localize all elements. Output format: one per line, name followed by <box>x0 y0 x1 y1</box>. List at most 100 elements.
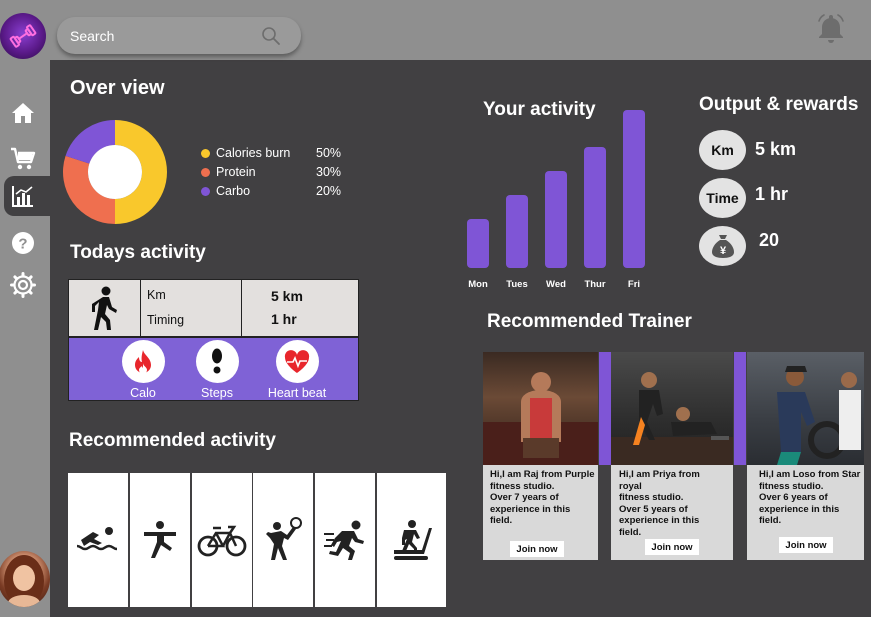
reward-km-value: 5 km <box>755 139 797 159</box>
pie-slice-carbo <box>65 120 115 164</box>
timing-label: Timing <box>147 313 185 327</box>
pie-slice-protein <box>62 155 115 224</box>
legend-value: 30% <box>316 165 342 179</box>
pie-slice-calories-burn <box>115 120 167 224</box>
legend-calories: Calories burn 50% <box>201 146 341 160</box>
km-value: 5 km <box>271 288 303 304</box>
legend-dot <box>201 187 210 197</box>
settings-icon[interactable] <box>9 271 37 299</box>
desc-line: Over 7 years of <box>490 492 559 503</box>
legend-value: 50% <box>316 146 342 160</box>
footsteps-icon <box>195 340 239 383</box>
desc-line: field. <box>490 515 513 526</box>
cycling-icon <box>197 525 247 557</box>
legend-label: Calories burn <box>216 146 291 160</box>
trainer-card-raj[interactable]: Hi,I am Raj from Purple fitness studio. … <box>483 352 598 560</box>
home-icon[interactable] <box>9 99 37 127</box>
join-now-button[interactable]: Join now <box>510 541 564 557</box>
tennis-icon <box>266 517 302 560</box>
trainer-description: Hi,I am Priya from royal fitness studio.… <box>619 469 700 538</box>
desc-line: fitness studio. <box>759 480 824 492</box>
running-icon <box>324 520 364 560</box>
legend-label: Protein <box>216 165 256 179</box>
legend-label: Carbo <box>216 184 251 198</box>
flame-icon <box>121 340 165 383</box>
metric-calo[interactable]: Calo <box>103 340 183 400</box>
heartbeat-icon <box>275 340 319 383</box>
legend-protein: Protein 30% <box>201 165 341 179</box>
stretching-icon <box>144 521 176 558</box>
user-avatar[interactable] <box>0 551 50 607</box>
trainer-photo <box>483 352 598 465</box>
money-bag-icon: ¥ <box>699 226 746 266</box>
sidebar <box>0 0 50 617</box>
desc-line: experience in this <box>490 503 571 515</box>
bar-label-wed: Wed <box>546 279 566 290</box>
reward-time-value: 1 hr <box>755 184 789 204</box>
reward-time-badge: Time <box>699 178 746 218</box>
desc-line: royal <box>619 480 642 492</box>
todays-activity-metrics: Calo Steps Heart beat <box>68 337 359 401</box>
activity-card-swimming[interactable] <box>68 473 128 607</box>
bar-fri <box>623 110 645 268</box>
svg-text:?: ? <box>18 236 27 253</box>
desc-line: fitness studio. <box>619 492 684 503</box>
desc-line: Hi,I am Raj from Purple <box>490 469 595 480</box>
help-icon[interactable]: ? <box>9 229 37 257</box>
activity-card-stretching[interactable] <box>130 473 190 607</box>
legend-dot <box>201 168 210 178</box>
swimming-icon <box>76 527 118 551</box>
metric-label: Calo <box>130 386 156 400</box>
todays-activity-title: Todays activity <box>70 242 206 263</box>
metric-steps[interactable]: Steps <box>177 340 257 400</box>
bar-label-mon: Mon <box>468 279 488 290</box>
legend-dot <box>201 149 210 159</box>
activity-card-treadmill[interactable] <box>377 473 446 607</box>
todays-activity-table: Km 5 km Timing 1 hr <box>68 279 359 337</box>
bar-label-tues: Tues <box>506 279 528 290</box>
activity-card-tennis[interactable] <box>253 473 313 607</box>
desc-line: field. <box>619 526 642 538</box>
bell-icon[interactable] <box>813 11 849 52</box>
bar-thur <box>584 146 606 268</box>
metric-heart-beat[interactable]: Heart beat <box>257 340 337 400</box>
trainer-description: Hi,I am Raj from Purple fitness studio. … <box>490 469 595 527</box>
chart-icon[interactable] <box>9 182 37 210</box>
trainer-card-priya[interactable]: Hi,I am Priya from royal fitness studio.… <box>611 352 733 560</box>
desc-line: Hi,I am Priya from <box>619 469 700 480</box>
metric-label: Heart beat <box>267 386 327 400</box>
your-activity-title: Your activity <box>483 99 596 120</box>
cart-icon[interactable] <box>9 144 37 172</box>
join-now-button[interactable]: Join now <box>779 537 833 553</box>
legend-value: 20% <box>316 184 342 198</box>
search-input[interactable]: Search <box>70 28 115 44</box>
metric-label: Steps <box>201 386 233 400</box>
km-label: Km <box>147 288 166 302</box>
app-logo[interactable] <box>0 13 46 59</box>
trainer-photo <box>747 352 864 465</box>
trainer-description: Hi,I am Loso from Star fitness studio. O… <box>759 469 860 527</box>
bar-mon <box>467 219 489 268</box>
search-icon[interactable] <box>261 26 281 51</box>
desc-line: field. <box>759 515 782 526</box>
activity-card-running[interactable] <box>315 473 375 607</box>
bar-wed <box>545 170 567 268</box>
join-now-button[interactable]: Join now <box>645 539 699 555</box>
legend-carbo: Carbo 20% <box>201 184 341 198</box>
reward-coin-value: 20 <box>759 230 780 250</box>
desc-line: fitness studio. <box>490 480 555 492</box>
dumbbell-icon <box>9 24 37 48</box>
reward-km-badge: Km <box>699 130 746 170</box>
table-divider <box>241 280 242 336</box>
overview-title: Over view <box>70 77 165 99</box>
treadmill-icon <box>393 520 432 560</box>
desc-line: experience in this <box>619 515 700 526</box>
recommended-trainer-title: Recommended Trainer <box>487 311 692 332</box>
trainer-card-loso[interactable]: Hi,I am Loso from Star fitness studio. O… <box>747 352 864 560</box>
desc-line: Over 5 years of <box>619 503 688 515</box>
donut-hole <box>88 145 142 199</box>
activity-card-cycling[interactable] <box>192 473 252 607</box>
bar-label-fri: Fri <box>627 279 641 290</box>
desc-line: Hi,I am Loso from Star <box>759 469 861 480</box>
search-bar[interactable]: Search <box>57 17 301 54</box>
